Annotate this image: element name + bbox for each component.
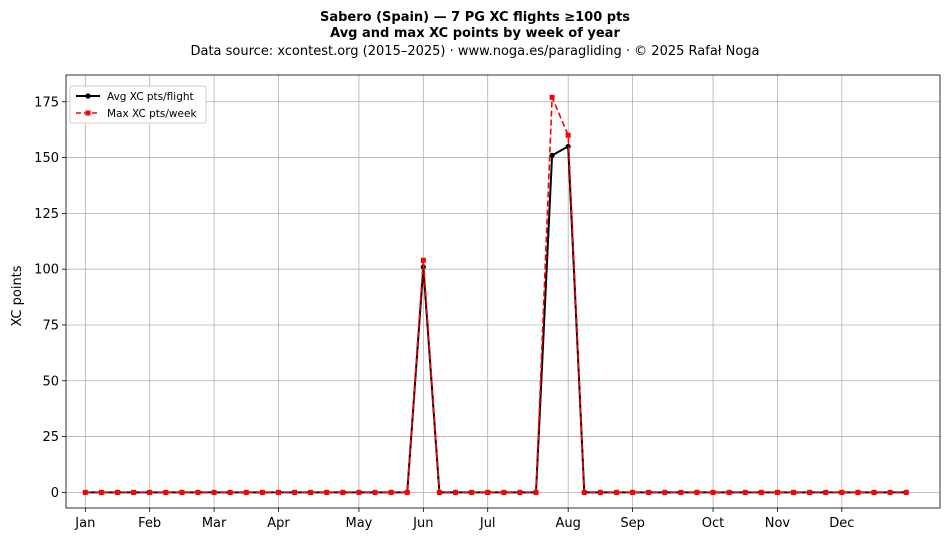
data-point-max: [887, 489, 893, 495]
x-tick-label: Oct: [702, 516, 724, 531]
data-point-max: [549, 94, 555, 100]
data-point-max: [678, 489, 684, 495]
data-point-max: [855, 489, 861, 495]
x-tick-label: Jan: [74, 516, 95, 531]
chart-subtitle: Data source: xcontest.org (2015–2025) · …: [190, 44, 759, 59]
data-point-max: [791, 489, 797, 495]
data-point-max: [195, 489, 201, 495]
series-line-max: [85, 96, 907, 494]
data-point-max: [758, 489, 764, 495]
legend-label-max: Max XC pts/week: [107, 108, 197, 120]
data-point-max: [565, 132, 571, 138]
series-line-avg: [85, 145, 907, 494]
data-point-max: [356, 489, 362, 495]
data-point-max: [324, 489, 330, 495]
data-point-max: [453, 489, 459, 495]
data-point-max: [115, 489, 121, 495]
data-point-max: [436, 489, 442, 495]
y-tick-label: 125: [34, 207, 59, 222]
data-point-max: [469, 489, 475, 495]
data-point-max: [839, 489, 845, 495]
x-tick-label: Dec: [829, 516, 854, 531]
data-point-max: [179, 489, 185, 495]
data-point-max: [630, 489, 636, 495]
data-point-max: [662, 489, 668, 495]
x-tick-label: Jul: [479, 516, 496, 531]
data-point-max: [742, 489, 748, 495]
legend: Avg XC pts/flight Max XC pts/week: [69, 85, 207, 124]
data-point-max: [227, 489, 233, 495]
data-point-max: [823, 489, 829, 495]
series-layer: [82, 94, 909, 495]
y-tick-label: 50: [42, 374, 59, 389]
y-tick-label: 150: [34, 151, 59, 166]
data-point-max: [211, 489, 217, 495]
data-point-max: [404, 489, 410, 495]
data-point-max: [147, 489, 153, 495]
data-point-max: [388, 489, 394, 495]
legend-marker-max: [85, 110, 91, 116]
data-point-max: [243, 489, 249, 495]
data-point-max: [292, 489, 298, 495]
data-point-max: [726, 489, 732, 495]
axes: 0 25 50 75 100 125 150 175 Jan Feb Mar Apr May Jun Jul…: [34, 74, 941, 531]
data-point-max: [581, 489, 587, 495]
x-tick-label: Aug: [555, 516, 580, 531]
data-point-avg: [549, 152, 555, 158]
data-point-max: [82, 489, 88, 495]
legend-label-avg: Avg XC pts/flight: [107, 91, 194, 103]
x-tick-label: Apr: [267, 516, 290, 531]
plot-frame: [65, 74, 941, 509]
data-point-max: [694, 489, 700, 495]
y-tick-label: 25: [42, 430, 59, 445]
data-point-max: [597, 489, 603, 495]
x-tick-label: Sep: [620, 516, 645, 531]
data-point-max: [308, 489, 314, 495]
data-point-max: [517, 489, 523, 495]
chart-title-line2: Avg and max XC points by week of year: [330, 26, 620, 41]
data-point-max: [485, 489, 491, 495]
data-point-max: [131, 489, 137, 495]
data-point-max: [163, 489, 169, 495]
data-point-max: [259, 489, 265, 495]
data-point-max: [710, 489, 716, 495]
y-tick-label: 175: [34, 95, 59, 110]
data-point-max: [98, 489, 104, 495]
grid: [66, 75, 940, 508]
x-tick-label: Feb: [138, 516, 161, 531]
data-point-max: [871, 489, 877, 495]
data-point-max: [372, 489, 378, 495]
data-point-max: [275, 489, 281, 495]
y-tick-label: 100: [34, 263, 59, 278]
chart-title-line1: Sabero (Spain) — 7 PG XC flights ≥100 pt…: [320, 10, 630, 25]
x-tick-label: Nov: [765, 516, 791, 531]
y-tick-label: 0: [51, 486, 59, 501]
data-point-max: [903, 489, 909, 495]
data-point-max: [533, 489, 539, 495]
data-point-max: [501, 489, 507, 495]
legend-marker-avg: [85, 93, 91, 99]
data-point-max: [807, 489, 813, 495]
y-axis-label: XC points: [10, 265, 25, 326]
x-tick-label: Jun: [412, 516, 433, 531]
data-point-max: [613, 489, 619, 495]
data-point-max: [420, 257, 426, 263]
data-point-max: [340, 489, 346, 495]
data-point-max: [646, 489, 652, 495]
x-tick-label: May: [345, 516, 372, 531]
x-tick-label: Mar: [202, 516, 227, 531]
data-point-max: [774, 489, 780, 495]
y-tick-label: 75: [42, 318, 59, 333]
legend-box: [69, 85, 207, 124]
